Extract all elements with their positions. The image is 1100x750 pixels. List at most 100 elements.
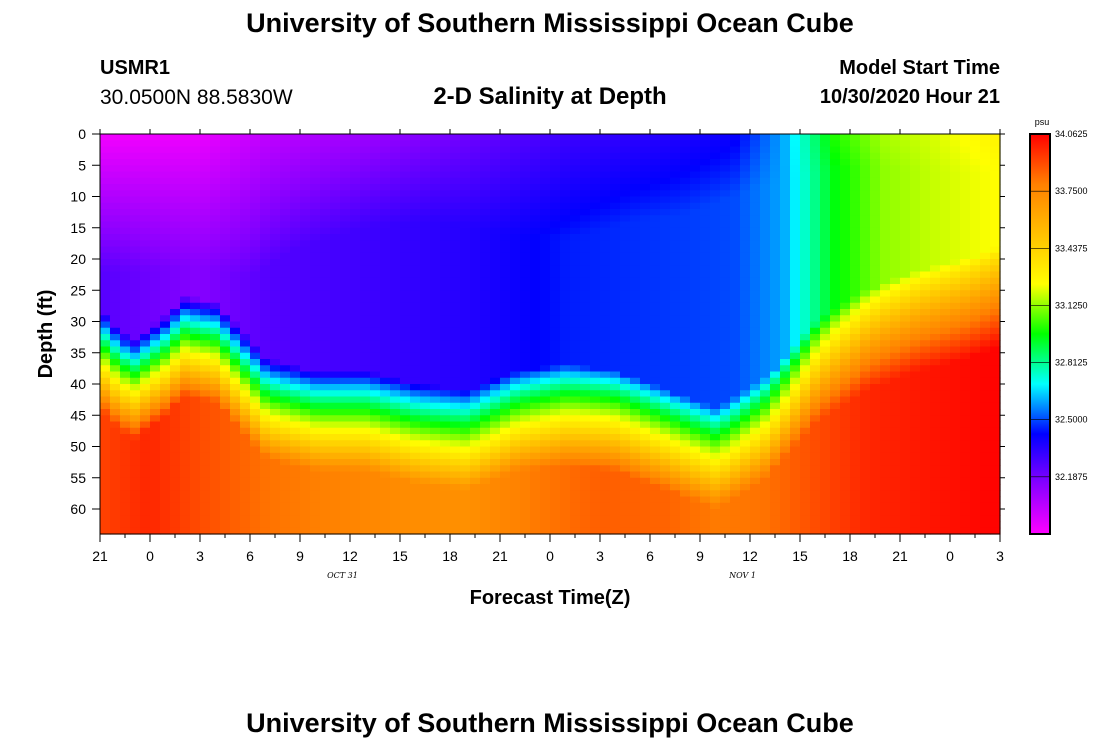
heatmap-cell bbox=[660, 502, 671, 510]
heatmap-cell bbox=[780, 434, 791, 441]
heatmap-cell bbox=[160, 384, 171, 391]
heatmap-cell bbox=[850, 252, 861, 260]
heatmap-cell bbox=[260, 402, 271, 410]
heatmap-cell bbox=[400, 284, 411, 291]
heatmap-cell bbox=[190, 271, 201, 279]
heatmap-cell bbox=[600, 402, 611, 410]
heatmap-cell bbox=[720, 202, 731, 210]
heatmap-cell bbox=[770, 427, 781, 435]
heatmap-cell bbox=[500, 159, 511, 166]
heatmap-cell bbox=[740, 309, 751, 316]
heatmap-cell bbox=[200, 190, 211, 198]
heatmap-cell bbox=[580, 259, 591, 266]
heatmap-cell bbox=[630, 465, 641, 473]
heatmap-cell bbox=[130, 396, 141, 404]
heatmap-cell bbox=[540, 515, 551, 523]
heatmap-cell bbox=[490, 396, 501, 404]
heatmap-cell bbox=[330, 459, 341, 466]
heatmap-cell bbox=[510, 265, 521, 273]
heatmap-cell bbox=[280, 284, 291, 291]
heatmap-cell bbox=[150, 215, 161, 223]
heatmap-cell bbox=[240, 471, 251, 479]
heatmap-cell bbox=[150, 490, 161, 498]
heatmap-cell bbox=[400, 434, 411, 441]
heatmap-cell bbox=[390, 284, 401, 291]
heatmap-cell bbox=[540, 171, 551, 179]
heatmap-cell bbox=[380, 259, 391, 266]
heatmap-cell bbox=[440, 490, 451, 498]
heatmap-cell bbox=[610, 296, 621, 304]
heatmap-cell bbox=[660, 209, 671, 216]
heatmap-cell bbox=[230, 309, 241, 316]
heatmap-cell bbox=[220, 134, 231, 141]
heatmap-cell bbox=[440, 415, 451, 423]
heatmap-cell bbox=[130, 365, 141, 373]
heatmap-cell bbox=[400, 390, 411, 398]
heatmap-cell bbox=[420, 427, 431, 435]
heatmap-cell bbox=[300, 434, 311, 441]
heatmap-cell bbox=[200, 509, 211, 516]
heatmap-cell bbox=[270, 340, 281, 348]
heatmap-cell bbox=[530, 452, 541, 460]
heatmap-cell bbox=[510, 184, 521, 191]
heatmap-cell bbox=[120, 496, 131, 504]
heatmap-cell bbox=[530, 196, 541, 204]
heatmap-cell bbox=[830, 384, 841, 391]
heatmap-cell bbox=[590, 227, 601, 235]
heatmap-cell bbox=[570, 215, 581, 223]
heatmap-cell bbox=[450, 446, 461, 454]
heatmap-cell bbox=[260, 296, 271, 304]
heatmap-cell bbox=[500, 377, 511, 385]
heatmap-cell bbox=[630, 490, 641, 498]
heatmap-cell bbox=[210, 359, 221, 366]
heatmap-cell bbox=[430, 177, 441, 185]
heatmap-cell bbox=[540, 521, 551, 529]
heatmap-cell bbox=[120, 296, 131, 304]
heatmap-cell bbox=[550, 215, 561, 223]
heatmap-cell bbox=[370, 302, 381, 310]
heatmap-cell bbox=[150, 321, 161, 329]
heatmap-cell bbox=[310, 371, 321, 379]
heatmap-cell bbox=[800, 315, 811, 323]
heatmap-cell bbox=[360, 409, 371, 416]
heatmap-cell bbox=[610, 177, 621, 185]
heatmap-cell bbox=[680, 221, 691, 229]
heatmap-cell bbox=[120, 209, 131, 216]
heatmap-cell bbox=[410, 165, 421, 173]
heatmap-cell bbox=[530, 246, 541, 254]
heatmap-cell bbox=[720, 427, 731, 435]
heatmap-cell bbox=[300, 296, 311, 304]
heatmap-cell bbox=[860, 527, 871, 535]
heatmap-cell bbox=[370, 502, 381, 510]
heatmap-cell bbox=[850, 515, 861, 523]
heatmap-cell bbox=[290, 259, 301, 266]
heatmap-cell bbox=[730, 165, 741, 173]
heatmap-cell bbox=[680, 490, 691, 498]
heatmap-cell bbox=[760, 421, 771, 429]
heatmap-cell bbox=[680, 334, 691, 341]
heatmap-cell bbox=[300, 440, 311, 448]
heatmap-cell bbox=[600, 277, 611, 285]
heatmap-cell bbox=[640, 359, 651, 366]
heatmap-cell bbox=[150, 384, 161, 391]
heatmap-cell bbox=[700, 190, 711, 198]
heatmap-cell bbox=[330, 496, 341, 504]
heatmap-cell bbox=[310, 265, 321, 273]
heatmap-cell bbox=[150, 246, 161, 254]
heatmap-cell bbox=[870, 271, 881, 279]
heatmap-cell bbox=[700, 246, 711, 254]
heatmap-cell bbox=[160, 340, 171, 348]
heatmap-cell bbox=[450, 221, 461, 229]
heatmap-cell bbox=[110, 471, 121, 479]
heatmap-cell bbox=[720, 302, 731, 310]
heatmap-cell bbox=[580, 440, 591, 448]
heatmap-cell bbox=[370, 402, 381, 410]
heatmap-cell bbox=[570, 421, 581, 429]
heatmap-cell bbox=[170, 490, 181, 498]
heatmap-cell bbox=[260, 146, 271, 154]
heatmap-cell bbox=[430, 327, 441, 335]
heatmap-cell bbox=[840, 277, 851, 285]
heatmap-cell bbox=[330, 271, 341, 279]
heatmap-cell bbox=[420, 290, 431, 298]
heatmap-cell bbox=[610, 215, 621, 223]
